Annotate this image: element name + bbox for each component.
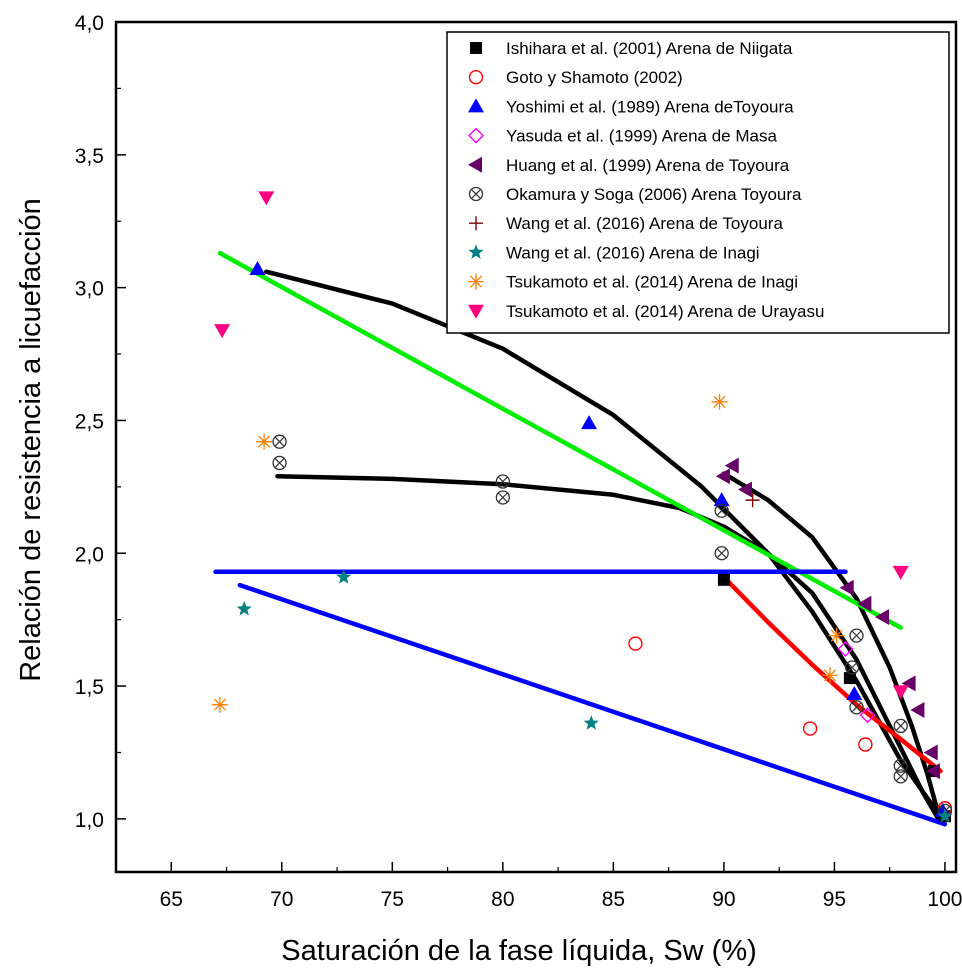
- legend-marker-4: [468, 127, 484, 144]
- x-tick-label: 100: [927, 888, 962, 911]
- data-point-series-6: [893, 758, 908, 773]
- fit-line-4: [217, 250, 903, 630]
- data-point-series-4: [837, 640, 854, 657]
- legend-label-7: Wang et al. (2016) Arena de Toyoura: [506, 214, 783, 233]
- fit-line-3: [721, 471, 941, 816]
- legend-label-1: Ishihara et al. (2001) Arena de Niigata: [506, 39, 793, 58]
- data-point-series-3: [846, 686, 863, 701]
- data-point-series-3: [249, 261, 266, 276]
- data-point-series-5: [925, 763, 940, 780]
- legend-label-4: Yasuda et al. (1999) Arena de Masa: [506, 127, 777, 146]
- legend-marker-2: [468, 69, 484, 85]
- plot-frame: [114, 20, 958, 874]
- x-tick-label: 70: [270, 888, 293, 911]
- y-tick-label: 4,0: [75, 12, 104, 35]
- data-point-series-6: [714, 503, 729, 518]
- axis-ticks: 65 70 75 80 85 90 95 100 1,0 1,5 2,0 2,5 3,0 3,5 4,0: [75, 12, 962, 911]
- data-point-series-6: [893, 718, 908, 734]
- data-point-series-3: [713, 492, 730, 507]
- y-tick-label: 3,0: [75, 278, 104, 301]
- legend-label-2: Goto y Shamoto (2002): [506, 68, 683, 87]
- data-point-series-6: [849, 700, 864, 715]
- legend-marker-10: [468, 304, 484, 319]
- data-point-series-6: [495, 474, 510, 489]
- data-point-series-10: [892, 685, 909, 700]
- y-tick-label: 2,5: [75, 410, 104, 433]
- legend: Ishihara et al. (2001) Arena de Niigata G…: [446, 31, 950, 334]
- data-point-series-6: [272, 434, 287, 449]
- legend-box: [446, 31, 950, 334]
- data-points: [211, 191, 953, 823]
- fit-line-7: [237, 582, 948, 827]
- x-tick-label: 65: [160, 888, 183, 911]
- data-point-series-5: [738, 481, 752, 498]
- y-tick-label: 2,0: [75, 543, 104, 566]
- data-point-series-6: [272, 455, 287, 471]
- data-point-series-8: [937, 808, 953, 823]
- y-tick-label: 3,5: [75, 145, 104, 168]
- data-point-series-2: [858, 737, 873, 752]
- data-point-series-6: [714, 546, 729, 561]
- data-point-series-8: [236, 601, 252, 616]
- data-point-series-5: [923, 744, 938, 761]
- data-point-series-7: [745, 493, 760, 508]
- data-point-series-1: [843, 672, 856, 685]
- x-tick-label: 80: [491, 888, 514, 911]
- y-tick-label: 1,5: [75, 676, 104, 699]
- fit-line-1: [264, 269, 941, 816]
- data-point-series-6: [849, 628, 864, 643]
- data-point-series-5: [724, 457, 739, 474]
- y-tick-label: 1,0: [75, 809, 104, 832]
- x-tick-label: 75: [381, 888, 404, 911]
- legend-label-8: Wang et al. (2016) Arena de Inagi: [506, 243, 760, 262]
- legend-label-10: Tsukamoto et al. (2014) Arena de Urayasu: [506, 302, 824, 321]
- data-point-series-9: [211, 696, 228, 713]
- x-tick-label: 85: [602, 888, 625, 911]
- data-point-series-6: [844, 660, 860, 675]
- data-point-series-6: [893, 769, 908, 784]
- data-point-series-2: [802, 721, 818, 736]
- data-point-series-5: [901, 675, 916, 692]
- legend-marker-8: [468, 244, 484, 259]
- legend-marker-7: [469, 216, 483, 231]
- data-point-series-10: [892, 565, 909, 580]
- legend-label-3: Yoshimi et al. (1989) Arena deToyoura: [506, 97, 794, 116]
- data-point-series-8: [336, 569, 352, 584]
- data-point-series-3: [581, 415, 598, 430]
- legend-marker-1: [470, 42, 482, 54]
- data-point-series-9: [711, 393, 728, 410]
- legend-marker-3: [468, 98, 484, 113]
- legend-label-5: Huang et al. (1999) Arena de Toyoura: [506, 156, 790, 175]
- data-point-series-9: [256, 433, 273, 450]
- data-point-series-9: [822, 667, 838, 684]
- data-point-series-10: [258, 191, 275, 206]
- data-point-series-9: [828, 627, 845, 644]
- data-point-series-5: [715, 468, 730, 485]
- legend-marker-9: [468, 273, 484, 290]
- data-point-series-8: [583, 715, 599, 730]
- legend-label-9: Tsukamoto et al. (2014) Arena de Inagi: [506, 273, 798, 292]
- data-point-series-5: [857, 595, 872, 612]
- data-point-series-10: [214, 324, 231, 339]
- data-point-series-6: [495, 490, 510, 505]
- data-point-series-4: [859, 707, 876, 724]
- fit-lines: [213, 250, 948, 827]
- data-point-series-5: [839, 579, 854, 596]
- legend-label-6: Okamura y Soga (2006) Arena Toyoura: [506, 185, 802, 204]
- data-point-series-5: [875, 609, 890, 625]
- data-point-series-2: [628, 636, 643, 651]
- fit-line-5: [721, 574, 943, 774]
- legend-marker-6: [468, 186, 484, 202]
- legend-marker-5: [468, 156, 482, 173]
- data-point-series-1: [717, 573, 730, 586]
- x-tick-label: 90: [712, 888, 735, 911]
- x-axis-title: Saturación de la fase líquida, Sw (%): [281, 935, 757, 967]
- x-tick-label: 95: [823, 888, 846, 911]
- data-point-series-5: [910, 701, 925, 718]
- y-axis-title: Relación de resistencia a licuefacción: [15, 198, 47, 682]
